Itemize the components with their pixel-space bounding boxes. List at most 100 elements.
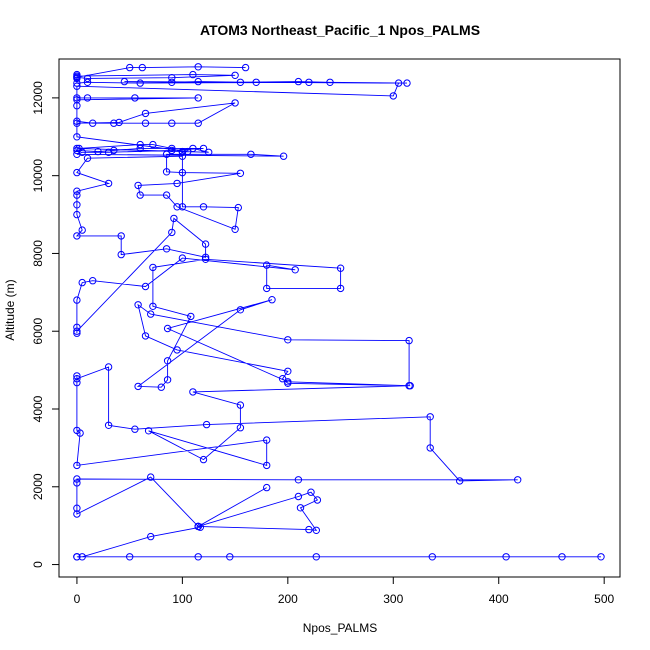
- data-point: [83, 78, 92, 87]
- data-point: [305, 78, 313, 87]
- data-point: [268, 296, 276, 304]
- data-point: [73, 475, 81, 483]
- data-point: [247, 150, 255, 159]
- data-point: [312, 526, 320, 534]
- data-point: [73, 144, 81, 153]
- data-point: [189, 388, 197, 396]
- data-point: [134, 382, 142, 391]
- data-point: [73, 201, 81, 209]
- data-point: [326, 78, 334, 87]
- data-point: [89, 277, 97, 285]
- data-point: [263, 436, 271, 444]
- data-point: [173, 203, 181, 211]
- data-point: [117, 250, 125, 259]
- data-point: [305, 525, 313, 534]
- data-point: [110, 119, 118, 127]
- data-point: [263, 461, 271, 470]
- data-point: [73, 510, 81, 518]
- data-point: [104, 179, 113, 188]
- data-point: [117, 232, 125, 240]
- data-point: [294, 492, 303, 501]
- data-point: [126, 63, 134, 72]
- data-point: [199, 203, 208, 211]
- data-point: [89, 119, 97, 127]
- data-point: [279, 152, 288, 160]
- data-point: [73, 210, 81, 219]
- data-point: [136, 79, 144, 87]
- data-point: [226, 553, 234, 561]
- data-point: [178, 168, 187, 177]
- data-point: [149, 263, 157, 272]
- data-point: [231, 71, 239, 80]
- x-tick-label: 100: [172, 592, 192, 606]
- data-point: [307, 488, 315, 496]
- x-tick-label: 500: [594, 592, 614, 606]
- data-point: [144, 427, 153, 435]
- data-point: [73, 553, 81, 561]
- data-point: [597, 553, 605, 561]
- data-point: [131, 94, 139, 102]
- data-point: [428, 553, 436, 561]
- data-point: [110, 146, 118, 155]
- data-point: [168, 228, 176, 237]
- data-point: [194, 553, 202, 561]
- data-point: [131, 425, 139, 433]
- y-tick-label: 8000: [31, 240, 45, 267]
- data-point: [194, 522, 202, 531]
- x-axis: 0 100 200 300 400 500: [74, 576, 615, 606]
- x-axis-label: Npos_PALMS: [303, 621, 377, 635]
- data-point: [294, 77, 303, 86]
- data-point: [336, 284, 345, 293]
- data-point: [115, 118, 123, 127]
- data-point: [73, 146, 81, 155]
- data-point: [236, 169, 245, 178]
- data-point: [73, 133, 81, 141]
- data-point: [294, 476, 303, 484]
- y-tick-label: 2000: [31, 473, 45, 500]
- data-point: [73, 168, 81, 177]
- data-point: [514, 476, 522, 484]
- data-point: [168, 78, 176, 87]
- data-point: [236, 401, 245, 409]
- data-point: [405, 336, 413, 345]
- data-point: [201, 240, 210, 248]
- data-point: [73, 327, 81, 335]
- data-point: [202, 420, 211, 429]
- y-axis-label: Altitude (m): [3, 279, 17, 340]
- data-point: [83, 154, 92, 162]
- data-point: [168, 74, 176, 82]
- data-point: [199, 455, 208, 464]
- data-point: [168, 119, 176, 127]
- data-point: [234, 203, 243, 212]
- data-point: [236, 306, 245, 314]
- data-point: [73, 296, 81, 304]
- data-point: [201, 255, 210, 263]
- data-point: [194, 94, 202, 102]
- data-point: [73, 73, 81, 82]
- data-point: [231, 225, 239, 234]
- data-point: [236, 424, 245, 432]
- data-point: [163, 324, 172, 333]
- data-point: [558, 553, 566, 561]
- chart-title: ATOM3 Northeast_Pacific_1 Npos_PALMS: [200, 22, 480, 38]
- data-point: [134, 301, 142, 309]
- data-point: [252, 78, 260, 87]
- data-point: [426, 444, 434, 452]
- data-point: [76, 429, 84, 437]
- data-point: [136, 140, 144, 149]
- x-tick-label: 200: [278, 592, 298, 606]
- data-point: [134, 181, 142, 190]
- data-point: [284, 378, 292, 386]
- data-point: [189, 144, 197, 153]
- data-point: [73, 117, 81, 125]
- data-point: [162, 191, 171, 199]
- data-point: [83, 74, 92, 83]
- data-point: [184, 147, 192, 156]
- data-point: [136, 144, 144, 153]
- data-point: [502, 553, 510, 561]
- data-point: [73, 187, 81, 195]
- data-point: [263, 284, 271, 293]
- data-point: [405, 382, 413, 390]
- data-point: [138, 63, 147, 72]
- data-point: [75, 144, 83, 153]
